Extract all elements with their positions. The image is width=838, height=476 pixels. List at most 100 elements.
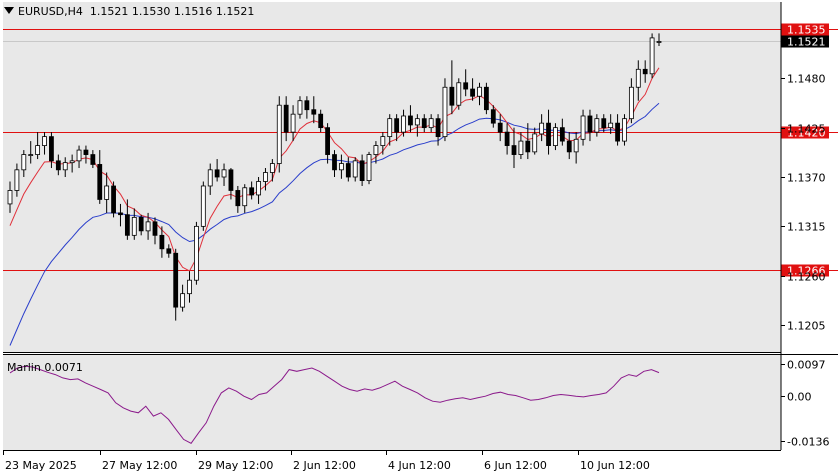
candle[interactable] [49, 132, 54, 169]
candle[interactable] [477, 82, 482, 106]
candle[interactable] [622, 114, 627, 146]
candle[interactable] [214, 159, 220, 182]
candle[interactable] [408, 105, 413, 133]
candle[interactable] [414, 114, 420, 137]
candle[interactable] [573, 132, 579, 164]
candle[interactable] [615, 114, 620, 146]
candle[interactable] [442, 78, 448, 142]
candle[interactable] [104, 172, 110, 213]
candle[interactable] [28, 141, 34, 164]
candle[interactable] [83, 145, 89, 164]
candle[interactable] [587, 109, 593, 142]
candle[interactable] [373, 141, 379, 164]
candle[interactable] [594, 114, 600, 137]
candle[interactable] [352, 157, 358, 182]
candle[interactable] [42, 132, 47, 155]
candle[interactable] [55, 154, 61, 176]
candle[interactable] [656, 33, 662, 46]
candle[interactable] [608, 114, 614, 134]
candle[interactable] [187, 271, 192, 303]
candle[interactable] [173, 248, 179, 321]
candle[interactable] [124, 199, 130, 240]
candle[interactable] [207, 163, 213, 195]
candle[interactable] [387, 114, 393, 146]
candle[interactable] [359, 154, 365, 186]
candle[interactable] [111, 181, 116, 218]
candle[interactable] [428, 114, 434, 133]
candle[interactable] [366, 151, 372, 185]
candle[interactable] [194, 221, 199, 285]
candle[interactable] [131, 208, 137, 240]
candle[interactable] [138, 214, 144, 236]
candle[interactable] [628, 78, 634, 124]
candle[interactable] [62, 157, 68, 177]
candle[interactable] [118, 203, 123, 227]
candle[interactable] [601, 114, 607, 133]
candle[interactable] [35, 132, 41, 160]
candle[interactable] [325, 123, 330, 164]
candle[interactable] [76, 145, 82, 169]
candle[interactable] [145, 212, 151, 240]
candle[interactable] [470, 78, 475, 101]
candle[interactable] [311, 96, 317, 124]
candle[interactable] [435, 114, 441, 146]
candle[interactable] [297, 96, 303, 119]
candle[interactable] [235, 185, 241, 213]
candle[interactable] [21, 150, 27, 177]
candle[interactable] [228, 168, 234, 200]
candle[interactable] [490, 105, 496, 128]
candle[interactable] [69, 154, 75, 173]
candle[interactable] [90, 150, 96, 169]
candle[interactable] [339, 154, 344, 179]
candle[interactable] [180, 284, 186, 312]
candle[interactable] [449, 60, 455, 115]
chevron-down-icon[interactable] [4, 7, 14, 14]
candle[interactable] [559, 118, 565, 146]
candle[interactable] [14, 163, 20, 197]
candle[interactable] [525, 123, 531, 160]
candle[interactable] [159, 226, 165, 258]
candle[interactable] [511, 127, 517, 169]
candle[interactable] [345, 157, 351, 182]
candle[interactable] [421, 114, 427, 133]
candle[interactable] [263, 168, 268, 191]
candle[interactable] [456, 78, 462, 110]
candle[interactable] [290, 105, 296, 142]
candle[interactable] [97, 150, 103, 204]
candle[interactable] [249, 181, 255, 200]
candle[interactable] [518, 132, 524, 160]
candle[interactable] [166, 244, 172, 258]
candle[interactable] [642, 60, 648, 83]
candle[interactable] [242, 184, 248, 213]
candle[interactable] [318, 109, 324, 133]
candle[interactable] [256, 177, 261, 204]
candle[interactable] [152, 217, 158, 245]
candle[interactable] [463, 69, 469, 97]
candle[interactable] [504, 123, 510, 155]
candle[interactable] [221, 163, 227, 186]
main-plot-area[interactable] [3, 2, 781, 352]
candle-body [553, 127, 558, 146]
candle[interactable] [380, 132, 386, 155]
candle[interactable] [497, 114, 503, 142]
candle[interactable] [332, 150, 337, 177]
candle[interactable] [553, 123, 558, 151]
candle[interactable] [580, 109, 586, 146]
candle-body [269, 163, 275, 173]
candle[interactable] [200, 181, 206, 231]
candle[interactable] [566, 132, 572, 160]
candle[interactable] [483, 82, 489, 115]
candle[interactable] [532, 127, 538, 155]
candle[interactable] [649, 33, 655, 79]
candle[interactable] [546, 109, 551, 155]
candle[interactable] [635, 60, 641, 101]
candle[interactable] [304, 96, 310, 119]
candle[interactable] [539, 114, 545, 142]
candle[interactable] [394, 114, 400, 142]
candle[interactable] [7, 181, 13, 213]
candle[interactable] [276, 96, 282, 173]
oscillator-plot-area[interactable] [3, 354, 781, 450]
candle[interactable] [269, 159, 275, 182]
candle[interactable] [283, 96, 289, 142]
candle[interactable] [401, 109, 406, 137]
